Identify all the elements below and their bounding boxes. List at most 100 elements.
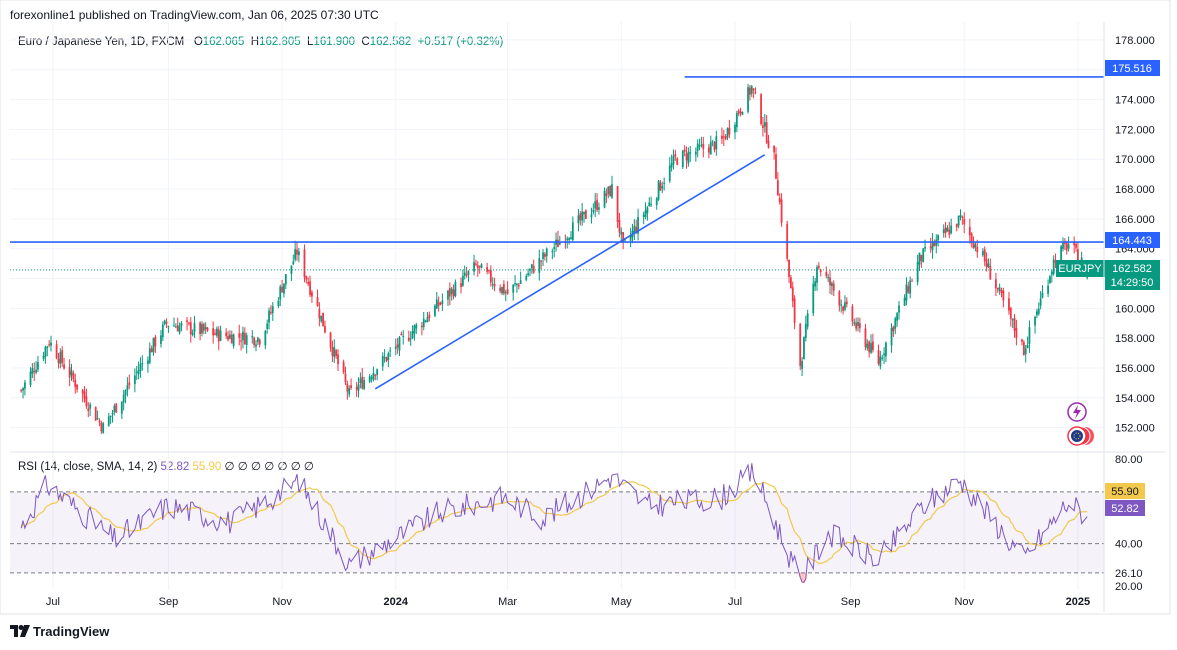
lightning-icon[interactable]	[1067, 402, 1087, 422]
candle-body	[342, 361, 345, 373]
candle-body	[788, 259, 790, 277]
candle-body	[696, 143, 699, 151]
candle-body	[855, 322, 858, 329]
candle-body	[661, 186, 664, 189]
candle-body	[868, 341, 871, 353]
candle-body	[232, 334, 235, 346]
high-value: 162.805	[259, 36, 301, 48]
candle-body	[74, 379, 77, 388]
candle-body	[918, 252, 921, 265]
candle-body	[476, 265, 479, 269]
candle-body	[519, 280, 522, 284]
candle-body	[33, 370, 36, 373]
candle-body	[434, 305, 436, 316]
candle-body	[251, 336, 254, 338]
candle-body	[305, 276, 308, 280]
candle-body	[242, 331, 244, 341]
candle-body	[616, 186, 619, 222]
candle-body	[644, 210, 647, 218]
candle-body	[540, 260, 543, 262]
candle-body	[346, 383, 349, 392]
candle-body	[527, 273, 530, 276]
candle-body	[450, 288, 453, 294]
candle-body	[214, 333, 216, 335]
candle-body	[400, 334, 403, 336]
rsi-layer	[20, 463, 1088, 583]
candle-body	[22, 387, 24, 391]
candle-body	[1041, 292, 1044, 298]
candle-body	[193, 323, 196, 332]
candle-body	[357, 384, 360, 391]
candle-body	[461, 275, 464, 286]
line-upper-tag: 175.516	[1112, 63, 1152, 75]
candle-body	[801, 360, 803, 369]
candle-body	[212, 328, 215, 336]
candle-body	[460, 283, 462, 288]
candle-body	[957, 215, 960, 226]
candle-body	[968, 226, 971, 236]
drawings-layer[interactable]	[10, 76, 1104, 390]
hidden-mark-1: ∅	[224, 461, 235, 473]
candle-body	[995, 279, 997, 289]
time-tick-label: 2024	[384, 596, 409, 608]
candle-body	[711, 140, 714, 142]
candle-body	[115, 403, 118, 413]
countdown-tag: 14:29:50	[1111, 277, 1154, 289]
candle-body	[329, 332, 332, 348]
candle-body	[122, 394, 125, 403]
candle-body	[620, 231, 623, 235]
candle-body	[394, 346, 397, 349]
candle-body	[1060, 246, 1063, 260]
candle-body	[590, 214, 593, 218]
candle-body	[245, 335, 248, 345]
candle-body	[853, 322, 856, 324]
candle-body	[974, 244, 977, 248]
candle-body	[268, 310, 270, 323]
candle-body	[789, 277, 792, 289]
candle-body	[478, 265, 481, 267]
price-tick-label: 154.000	[1115, 393, 1155, 405]
candle-body	[219, 330, 222, 341]
candle-body	[637, 217, 639, 234]
candle-body	[107, 416, 110, 426]
candle-body	[987, 263, 990, 268]
candle-body	[167, 326, 170, 328]
rsi-tick-label: 80.00	[1115, 454, 1143, 466]
candle-body	[284, 274, 287, 285]
candle-body	[402, 336, 405, 338]
candle-body	[61, 350, 64, 363]
candle-body	[493, 283, 496, 287]
candle-body	[605, 193, 608, 196]
candle-body	[163, 320, 166, 325]
candle-body	[303, 249, 306, 278]
candle-body	[715, 136, 718, 150]
candle-body	[694, 151, 697, 155]
candle-body	[87, 408, 90, 411]
candle-body	[776, 180, 779, 196]
candle-body	[721, 135, 723, 140]
event-flags-icon[interactable]	[1067, 426, 1094, 446]
candle-body	[279, 286, 282, 300]
candle-body	[871, 341, 874, 351]
time-axis[interactable]: Jul Sep Nov 2024 Mar May Jul Sep Nov 2025	[46, 596, 1090, 608]
candle-body	[817, 265, 820, 268]
candle-body	[525, 276, 528, 280]
candle-body	[98, 420, 101, 422]
low-value: 161.900	[313, 36, 355, 48]
candle-body	[543, 254, 546, 257]
price-tick-label: 160.000	[1115, 303, 1155, 315]
candles-layer[interactable]	[20, 83, 1089, 434]
candle-body	[618, 220, 621, 233]
rsi-tick-label: 26.10	[1115, 568, 1143, 580]
candle-body	[50, 342, 52, 346]
candle-body	[335, 350, 338, 356]
candle-body	[37, 362, 39, 370]
rsi-legend-value: 52.82	[160, 461, 190, 473]
candle-body	[361, 376, 364, 389]
candle-body	[516, 283, 518, 285]
tradingview-logo[interactable]: TradingView	[10, 624, 109, 639]
trendline[interactable]	[374, 154, 766, 390]
candle-body	[385, 357, 388, 361]
candle-body	[933, 243, 936, 247]
